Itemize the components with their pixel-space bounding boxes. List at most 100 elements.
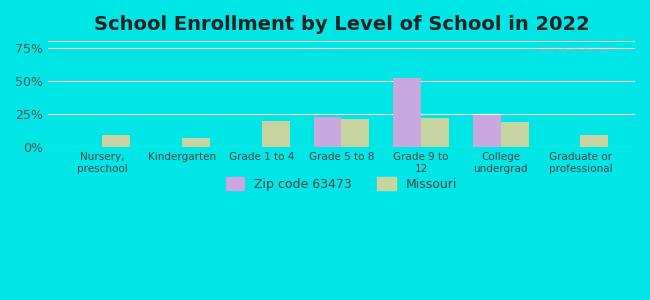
Bar: [48, 41, 635, 42]
Bar: [48, 41, 635, 42]
Bar: [48, 41, 635, 42]
Text: City-Data.com: City-Data.com: [538, 44, 617, 54]
Bar: [48, 41, 635, 42]
Bar: [48, 41, 635, 42]
Bar: [48, 41, 635, 42]
Bar: [48, 41, 635, 42]
Bar: [48, 41, 635, 42]
Bar: [48, 41, 635, 42]
Bar: [48, 41, 635, 42]
Bar: [48, 41, 635, 42]
Bar: [48, 41, 635, 42]
Bar: [48, 41, 635, 42]
Bar: [48, 41, 635, 42]
Bar: [48, 41, 635, 42]
Bar: [48, 41, 635, 42]
Bar: [48, 41, 635, 42]
Bar: [48, 41, 635, 42]
Bar: [48, 41, 635, 42]
Bar: [48, 41, 635, 42]
Bar: [48, 41, 635, 42]
Bar: [48, 41, 635, 42]
Bar: [48, 41, 635, 42]
Title: School Enrollment by Level of School in 2022: School Enrollment by Level of School in …: [94, 15, 590, 34]
Bar: [48, 41, 635, 42]
Bar: [48, 41, 635, 42]
Bar: [48, 41, 635, 42]
Bar: [48, 41, 635, 42]
Bar: [421, 118, 449, 147]
Bar: [48, 41, 635, 42]
Bar: [48, 41, 635, 42]
Bar: [48, 41, 635, 42]
Bar: [48, 41, 635, 42]
Bar: [48, 41, 635, 42]
Bar: [48, 41, 635, 42]
Bar: [48, 41, 635, 42]
Bar: [48, 41, 635, 42]
Bar: [48, 41, 635, 42]
Bar: [48, 41, 635, 42]
Bar: [48, 41, 635, 42]
Bar: [48, 41, 635, 42]
Bar: [48, 41, 635, 42]
Bar: [48, 41, 635, 42]
Bar: [48, 41, 635, 42]
Bar: [48, 41, 635, 42]
Bar: [48, 41, 635, 42]
Bar: [48, 41, 635, 42]
Bar: [48, 41, 635, 42]
Bar: [48, 41, 635, 42]
Bar: [48, 41, 635, 42]
Bar: [48, 41, 635, 42]
Bar: [48, 41, 635, 42]
Bar: [48, 41, 635, 42]
Bar: [393, 78, 421, 147]
Bar: [48, 41, 635, 42]
Bar: [48, 41, 635, 42]
Bar: [48, 41, 635, 42]
Bar: [48, 41, 635, 42]
Bar: [48, 41, 635, 42]
Bar: [48, 41, 635, 42]
Bar: [48, 41, 635, 42]
Bar: [48, 41, 635, 42]
Bar: [48, 41, 635, 42]
Bar: [103, 135, 130, 147]
Bar: [48, 41, 635, 42]
Bar: [48, 41, 635, 42]
Bar: [48, 41, 635, 42]
Bar: [48, 41, 635, 42]
Bar: [48, 41, 635, 42]
Bar: [48, 41, 635, 42]
Bar: [48, 41, 635, 42]
Bar: [182, 138, 210, 147]
Bar: [48, 41, 635, 42]
Bar: [48, 41, 635, 42]
Bar: [48, 41, 635, 42]
Bar: [48, 41, 635, 42]
Bar: [48, 41, 635, 42]
Bar: [48, 41, 635, 42]
Bar: [48, 41, 635, 42]
Bar: [48, 41, 635, 42]
Bar: [48, 41, 635, 42]
Bar: [48, 41, 635, 42]
Bar: [48, 41, 635, 42]
Bar: [48, 41, 635, 42]
Bar: [48, 41, 635, 42]
Bar: [262, 121, 290, 147]
Bar: [48, 41, 635, 42]
Bar: [48, 41, 635, 42]
Bar: [48, 41, 635, 42]
Bar: [48, 41, 635, 42]
Bar: [48, 41, 635, 42]
Bar: [48, 41, 635, 42]
Bar: [48, 41, 635, 42]
Bar: [48, 41, 635, 42]
Bar: [48, 41, 635, 42]
Bar: [48, 41, 635, 42]
Legend: Zip code 63473, Missouri: Zip code 63473, Missouri: [220, 172, 462, 196]
Bar: [48, 41, 635, 42]
Bar: [48, 41, 635, 42]
